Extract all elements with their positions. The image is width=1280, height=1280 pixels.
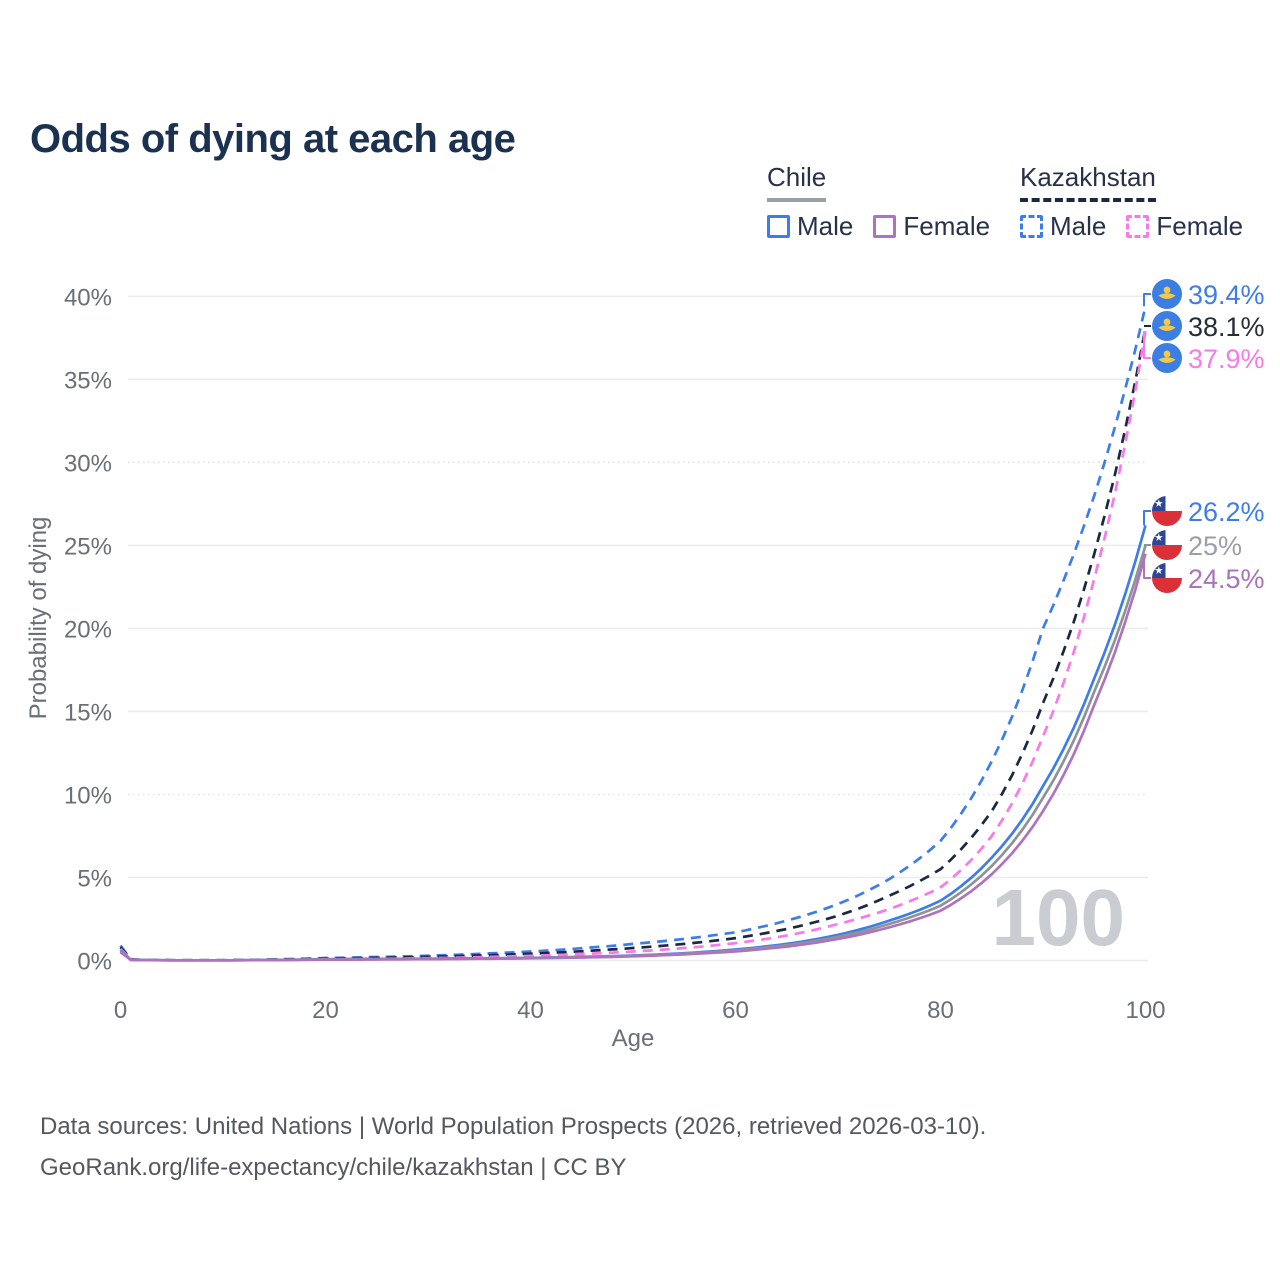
legend-label-kazakhstan-female[interactable]: Female — [1156, 211, 1244, 241]
legend-label-chile-female[interactable]: Female — [903, 211, 991, 241]
x-tick-80: 80 — [927, 997, 954, 1024]
plot-hover-area[interactable] — [120, 270, 1150, 965]
x-tick-40: 40 — [517, 997, 544, 1024]
legend-group-chile: Chile Male Female — [767, 162, 1010, 242]
kazakhstan-flag-icon — [1152, 343, 1182, 373]
legend-swatch-chile-male[interactable] — [767, 215, 790, 238]
x-tick-60: 60 — [722, 997, 749, 1024]
end-label-kazakhstan-male: 39.4% — [1188, 280, 1265, 310]
legend-label-kazakhstan-male[interactable]: Male — [1050, 211, 1107, 241]
end-label-chile-female: 24.5% — [1188, 564, 1265, 594]
data-attribution: Data sources: United Nations | World Pop… — [40, 1106, 986, 1188]
y-tick-40%: 40% — [64, 284, 112, 311]
legend-title-chile[interactable]: Chile — [767, 162, 827, 202]
x-tick-100: 100 — [1125, 997, 1165, 1024]
x-tick-0: 0 — [114, 997, 127, 1024]
y-tick-20%: 20% — [64, 616, 112, 643]
page-title: Odds of dying at each age — [30, 116, 516, 161]
y-axis-title: Probability of dying — [25, 517, 52, 720]
chile-flag-icon — [1152, 530, 1182, 560]
end-label-kazakhstan-female: 37.9% — [1188, 344, 1265, 374]
y-tick-35%: 35% — [64, 367, 112, 394]
x-axis-title: Age — [612, 1025, 655, 1052]
kazakhstan-flag-icon — [1152, 279, 1182, 309]
legend-swatch-kazakhstan-female[interactable] — [1126, 215, 1150, 238]
y-tick-25%: 25% — [64, 533, 112, 560]
y-tick-10%: 10% — [64, 782, 112, 809]
y-tick-5%: 5% — [77, 865, 112, 892]
legend-group-kazakhstan: Kazakhstan Male Female — [1020, 162, 1263, 242]
legend-swatch-chile-female[interactable] — [873, 215, 897, 238]
end-labels: 39.4%38.1%37.9% 26.2% 25%24.5% — [1143, 279, 1265, 594]
x-tick-20: 20 — [312, 997, 339, 1024]
end-label-kazakhstan-total: 38.1% — [1188, 312, 1265, 342]
end-label-chile-male: 26.2% — [1188, 497, 1265, 527]
chile-flag-icon — [1152, 496, 1182, 526]
y-tick-15%: 15% — [64, 699, 112, 726]
y-tick-0%: 0% — [77, 949, 112, 976]
legend-swatch-kazakhstan-male[interactable] — [1020, 215, 1043, 238]
chile-flag-icon — [1152, 563, 1182, 593]
y-tick-30%: 30% — [64, 450, 112, 477]
kazakhstan-flag-icon — [1152, 311, 1182, 341]
source-url-line: GeoRank.org/life-expectancy/chile/kazakh… — [40, 1154, 627, 1181]
legend-title-kazakhstan[interactable]: Kazakhstan — [1020, 162, 1156, 202]
legend-label-chile-male[interactable]: Male — [797, 211, 854, 241]
data-sources-line: Data sources: United Nations | World Pop… — [40, 1113, 987, 1140]
end-label-chile-total: 25% — [1188, 531, 1242, 561]
